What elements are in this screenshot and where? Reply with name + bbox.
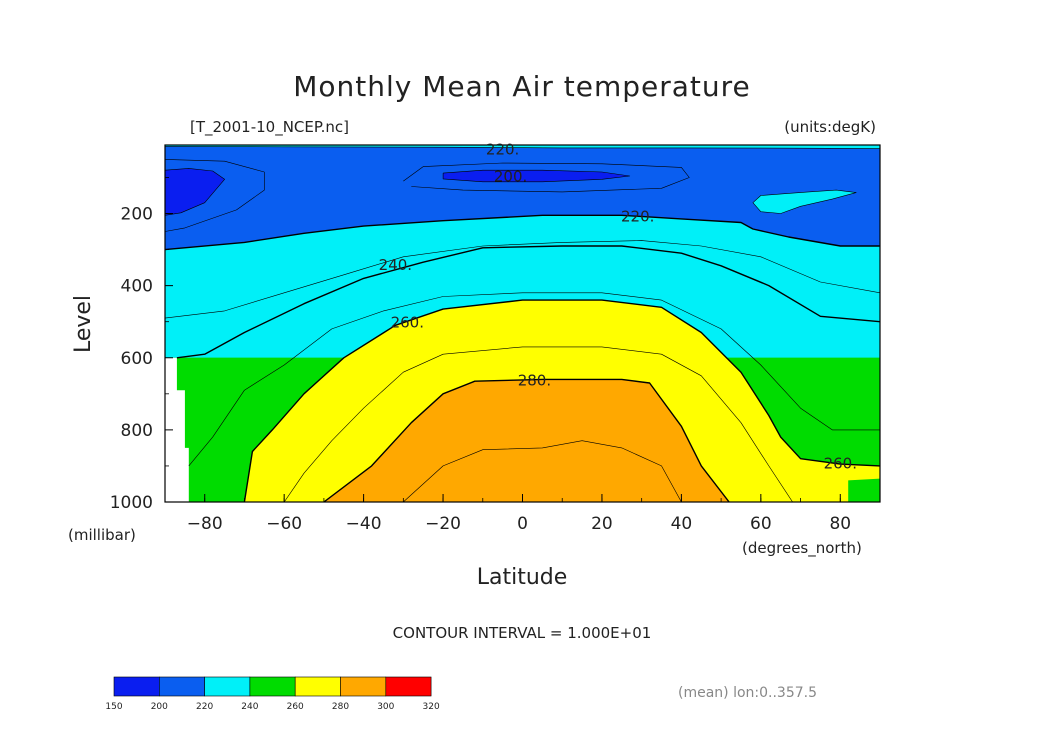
x-tick-label: 40 xyxy=(671,514,693,534)
band-top-1 xyxy=(443,170,630,182)
colorbar-tick-label: 200 xyxy=(151,702,168,712)
colorbar-tick-label: 220 xyxy=(196,702,213,712)
contour-line-3 xyxy=(188,292,880,467)
colorbar: 150 200 220 240 260 280 300 320 xyxy=(105,676,440,712)
colorbar-swatch xyxy=(340,676,387,697)
colorbar-tick-label: 320 xyxy=(423,702,440,712)
contour-line-12 xyxy=(752,189,857,214)
contour-line-1 xyxy=(165,240,880,319)
band-top-0 xyxy=(165,168,225,216)
colorbar-tick-label: 260 xyxy=(287,702,304,712)
colorbar-swatch xyxy=(385,676,432,697)
colorbar-swatch xyxy=(249,676,296,697)
contour-line-13 xyxy=(165,146,880,149)
contour-line-2 xyxy=(176,245,880,359)
y-units: (millibar) xyxy=(68,526,136,544)
lon-mean-stamp: (mean) lon:0..357.5 xyxy=(678,685,817,701)
x-tick-label: −40 xyxy=(346,514,382,534)
colorbar-tick-label: 150 xyxy=(105,702,122,712)
colorbar-swatch xyxy=(204,676,251,697)
x-tick-label: 60 xyxy=(750,514,772,534)
contour-line-8 xyxy=(442,169,631,183)
contour-label: 220. xyxy=(621,207,654,225)
green-patch xyxy=(848,478,880,502)
missing-data-mask xyxy=(165,357,189,502)
contour-line-4 xyxy=(243,299,880,502)
y-tick-label: 800 xyxy=(121,421,153,441)
x-tick-label: 20 xyxy=(591,514,613,534)
y-axis-title: Level xyxy=(71,295,96,353)
band-top-3 xyxy=(752,190,857,214)
x-axis-title: Latitude xyxy=(477,565,568,590)
contour-label: 200. xyxy=(494,168,527,186)
y-tick-label: 1000 xyxy=(110,493,153,513)
y-tick-label: 200 xyxy=(121,205,153,225)
contour-interval-note: CONTOUR INTERVAL = 1.000E+01 xyxy=(393,624,652,642)
x-tick-label: −20 xyxy=(425,514,461,534)
colorbar-tick-label: 240 xyxy=(241,702,258,712)
x-units: (degrees_north) xyxy=(742,539,862,558)
contour-line-0 xyxy=(165,214,880,251)
contour-line-6 xyxy=(323,378,730,502)
x-tick-label: −60 xyxy=(266,514,302,534)
contour-line-5 xyxy=(283,346,793,502)
x-tick-label: 0 xyxy=(517,514,528,534)
axis-ticks: −80 −60 −40 −20 0 20 40 60 80 200 400 600 800 1000 xyxy=(110,177,851,534)
x-tick-label: 80 xyxy=(829,514,851,534)
contour-label: 280. xyxy=(518,371,551,389)
units-label: (units:degK) xyxy=(784,118,876,136)
colorbar-tick-label: 280 xyxy=(332,702,349,712)
x-tick-label: −80 xyxy=(187,514,223,534)
colorbar-tick-label: 300 xyxy=(377,702,394,712)
band-1 xyxy=(165,215,880,358)
contour-label: 240. xyxy=(379,256,412,274)
colorbar-swatch xyxy=(294,676,341,697)
contour-labels: 220. 200. 220. 240. 260. 280. 260. xyxy=(379,141,857,473)
contour-label: 260. xyxy=(824,454,857,472)
contour-lines xyxy=(165,146,880,502)
contour-line-11 xyxy=(165,159,265,232)
band-4 xyxy=(323,379,730,502)
contour-line-9 xyxy=(403,162,690,193)
y-tick-label: 600 xyxy=(121,349,153,369)
contour-line-10 xyxy=(165,168,225,216)
plot-fill xyxy=(165,145,880,502)
contour-label: 220. xyxy=(486,141,519,159)
chart-title: Monthly Mean Air temperature xyxy=(293,70,751,103)
colorbar-swatch xyxy=(159,676,205,697)
y-tick-label: 400 xyxy=(121,277,153,297)
contour-line-7 xyxy=(403,440,682,502)
band-0 xyxy=(165,145,880,250)
contour-label: 260. xyxy=(391,314,424,332)
colorbar-swatch xyxy=(113,676,160,697)
file-label: [T_2001-10_NCEP.nc] xyxy=(190,118,349,137)
